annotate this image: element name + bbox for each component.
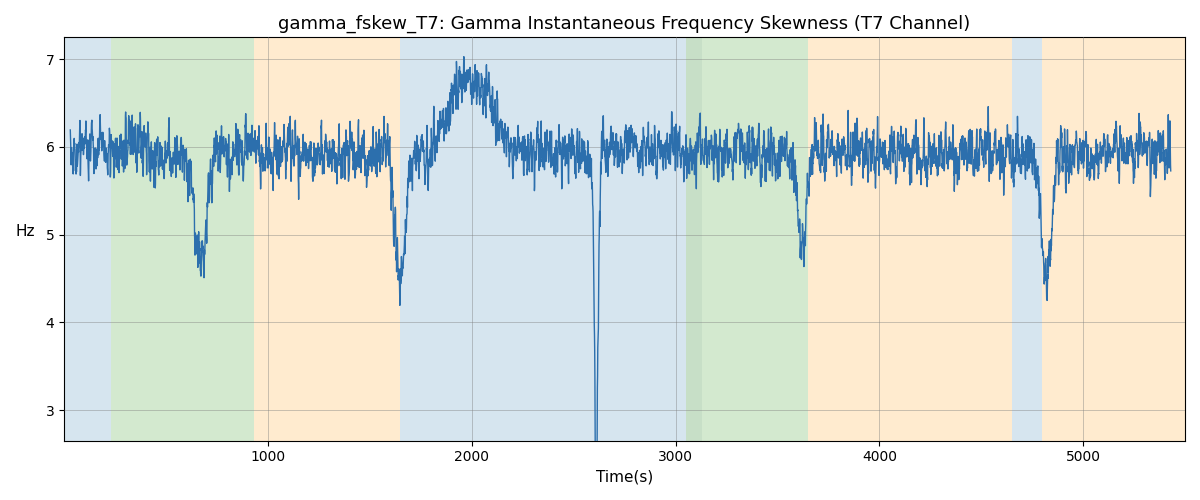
Bar [1043,38,1186,440]
Bar [112,38,253,440]
Bar [401,38,685,440]
Bar [808,38,1012,440]
X-axis label: Time(s): Time(s) [596,470,653,485]
Y-axis label: Hz: Hz [16,224,35,239]
Title: gamma_fskew_T7: Gamma Instantaneous Frequency Skewness (T7 Channel): gamma_fskew_T7: Gamma Instantaneous Freq… [278,15,971,34]
Bar [702,38,808,440]
Bar [253,38,401,440]
Bar [64,38,112,440]
Bar [685,38,702,440]
Bar [1012,38,1043,440]
